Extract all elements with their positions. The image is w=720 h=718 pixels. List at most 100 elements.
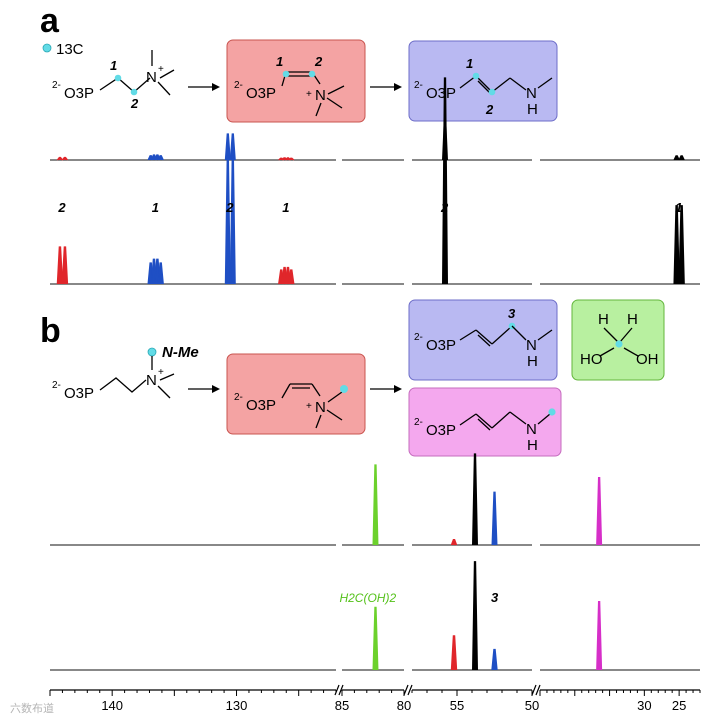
peak-line bbox=[372, 464, 379, 546]
ammonium-n: N bbox=[146, 69, 157, 86]
position-label-4: 2 bbox=[440, 200, 449, 215]
peak-a-top-0 bbox=[56, 156, 69, 161]
peak-b-top-4 bbox=[596, 477, 603, 546]
peak-a-bottom-4 bbox=[442, 77, 448, 285]
svg-text:2-: 2- bbox=[414, 332, 423, 343]
phosphonate-group: O3P bbox=[64, 85, 94, 102]
panel-b-label: b bbox=[40, 312, 61, 350]
peak-b-bottom-3 bbox=[491, 648, 498, 671]
peak-line bbox=[472, 453, 478, 546]
svg-text:2-: 2- bbox=[414, 80, 423, 91]
peak-b-bottom-4 bbox=[596, 601, 603, 671]
product-a: 2- O3P 1 2 N H bbox=[408, 40, 558, 122]
peak-line bbox=[442, 77, 448, 285]
peak-line bbox=[450, 635, 458, 671]
peak-line bbox=[229, 133, 236, 161]
peak-line bbox=[673, 205, 680, 285]
peak-line bbox=[596, 601, 603, 671]
svg-text:N: N bbox=[146, 372, 157, 389]
position-label-5: 1 bbox=[675, 200, 682, 215]
peak-a-bottom-3 bbox=[278, 266, 295, 285]
carbon-1-label: 1 bbox=[110, 58, 117, 73]
svg-text:2-: 2- bbox=[234, 80, 243, 91]
tick-label-25: 25 bbox=[672, 698, 686, 713]
legend-13c: 13C bbox=[42, 41, 84, 58]
peak-line bbox=[229, 155, 236, 285]
arrow-b1 bbox=[188, 385, 220, 393]
arrow-a2 bbox=[370, 83, 402, 91]
nmr-spectra bbox=[50, 77, 700, 671]
peak-line bbox=[224, 133, 231, 161]
peak-line bbox=[224, 155, 231, 285]
svg-text:N: N bbox=[526, 337, 537, 354]
legend-13c-text: 13C bbox=[56, 41, 84, 58]
svg-text:2-: 2- bbox=[234, 392, 243, 403]
arrow-a1 bbox=[188, 83, 220, 91]
tick-label-130: 130 bbox=[226, 698, 248, 713]
arrow-b2 bbox=[370, 385, 402, 393]
ppm-axis: 140 130 85 80 55 50 30 25 bbox=[49, 684, 701, 713]
peak-line bbox=[450, 538, 458, 546]
peak-line bbox=[678, 155, 685, 161]
svg-text:H: H bbox=[627, 311, 638, 328]
peak-line bbox=[288, 269, 295, 285]
peak-a-top-5 bbox=[673, 155, 685, 161]
axis-break-0 bbox=[334, 684, 344, 696]
peak-line bbox=[491, 648, 498, 671]
panel-a-label: a bbox=[40, 2, 60, 40]
tick-label-140: 140 bbox=[101, 698, 123, 713]
peak-b-top-1 bbox=[450, 538, 458, 546]
peak-b-bottom-0 bbox=[372, 606, 379, 671]
atom-marker-icon bbox=[42, 43, 52, 53]
svg-text:O3P: O3P bbox=[246, 397, 276, 414]
svg-text:O3P: O3P bbox=[426, 85, 456, 102]
peak-line bbox=[288, 157, 295, 161]
peak-a-bottom-2 bbox=[224, 155, 236, 285]
axis-break-2 bbox=[531, 684, 541, 696]
peak-line bbox=[56, 246, 64, 285]
carbon-2-label: 2 bbox=[130, 96, 139, 111]
peak-b-top-2 bbox=[472, 453, 478, 546]
svg-text:+: + bbox=[306, 401, 312, 412]
reactant-a: 2- O3P 1 2 N + bbox=[52, 50, 175, 111]
svg-text:N: N bbox=[526, 85, 537, 102]
intermediate-b: 2- O3P + N bbox=[226, 353, 366, 435]
svg-text:N: N bbox=[315, 87, 326, 104]
svg-text:N: N bbox=[526, 421, 537, 438]
position-label-0: 2 bbox=[57, 200, 66, 215]
svg-text:H: H bbox=[598, 311, 609, 328]
watermark: 六数布道 bbox=[10, 701, 54, 715]
svg-text:OH: OH bbox=[636, 351, 659, 368]
tick-label-85: 85 bbox=[335, 698, 349, 713]
peak-a-bottom-1 bbox=[147, 258, 164, 285]
svg-text:2: 2 bbox=[314, 54, 323, 69]
tick-label-30: 30 bbox=[637, 698, 651, 713]
peak-b-bottom-2 bbox=[472, 561, 478, 671]
svg-text:O3P: O3P bbox=[246, 85, 276, 102]
peak-a-top-3 bbox=[278, 157, 295, 161]
peak-a-top-2 bbox=[224, 133, 236, 161]
peak-line bbox=[491, 491, 498, 546]
peak-line bbox=[472, 561, 478, 671]
svg-text:O3P: O3P bbox=[64, 385, 94, 402]
svg-text:+: + bbox=[306, 89, 312, 100]
plus-sign: + bbox=[158, 64, 164, 75]
position-label-3: 1 bbox=[282, 200, 289, 215]
peak-b-bottom-1 bbox=[450, 635, 458, 671]
peak-line bbox=[157, 155, 164, 161]
peak-b-top-0 bbox=[372, 464, 379, 546]
svg-text:2-: 2- bbox=[414, 417, 423, 428]
tick-label-55: 55 bbox=[450, 698, 464, 713]
svg-text:O3P: O3P bbox=[426, 422, 456, 439]
svg-text:2-: 2- bbox=[52, 380, 61, 391]
peak-line bbox=[596, 477, 603, 546]
svg-text:HO: HO bbox=[580, 351, 603, 368]
position-label-2: 2 bbox=[225, 200, 234, 215]
peak-line bbox=[678, 205, 685, 285]
tick-label-80: 80 bbox=[397, 698, 411, 713]
svg-text:1: 1 bbox=[466, 56, 473, 71]
tick-label-50: 50 bbox=[525, 698, 539, 713]
peak-line bbox=[61, 246, 69, 285]
svg-text:1: 1 bbox=[276, 54, 283, 69]
